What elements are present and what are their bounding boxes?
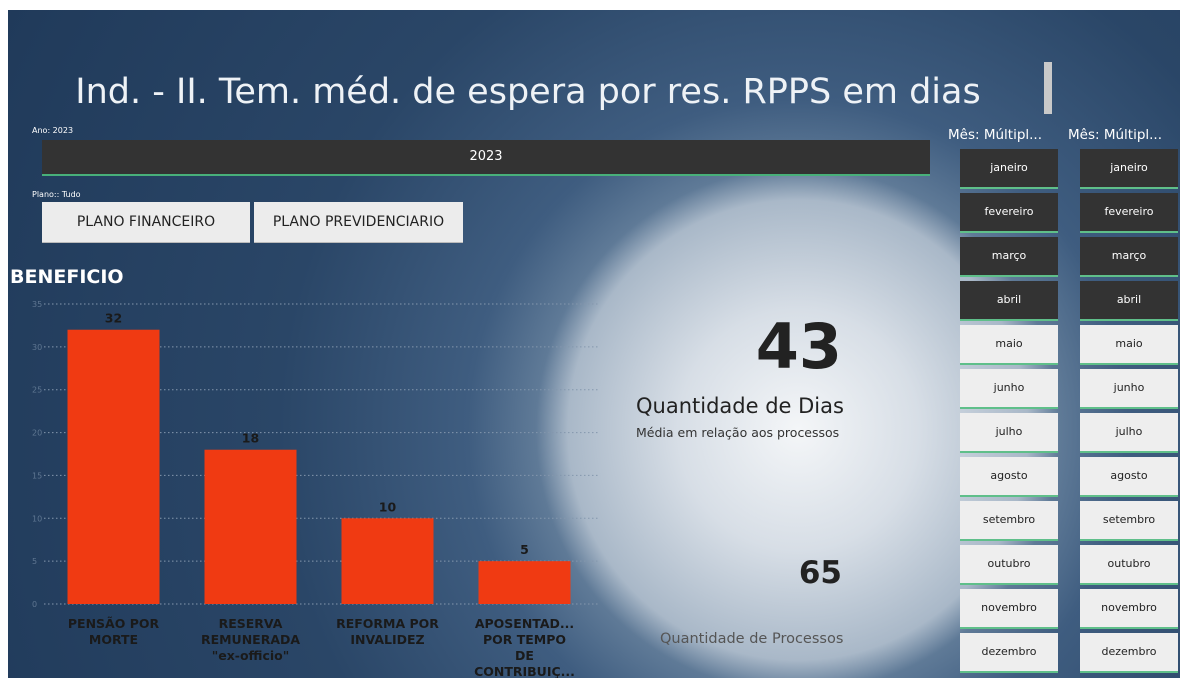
bar (479, 561, 571, 604)
slicer-header: Mês: Múltipl... (1068, 127, 1172, 143)
y-tick-label: 10 (32, 514, 42, 523)
month-option[interactable]: abril (1080, 281, 1178, 321)
card-label: Quantidade de Processos (660, 631, 843, 647)
dashboard: Ind. - II. Tem. méd. de espera por res. … (0, 0, 1192, 678)
y-tick-label: 0 (32, 600, 37, 609)
x-tick-label: APOSENTAD... POR TEMPO DE CONTRIBUIÇ... (473, 616, 577, 678)
month-option[interactable]: março (1080, 237, 1178, 277)
month-option[interactable]: dezembro (960, 633, 1058, 673)
month-option[interactable]: maio (1080, 325, 1178, 365)
month-option[interactable]: novembro (960, 589, 1058, 629)
x-tick-label: RESERVA REMUNERADA "ex-officio" (199, 616, 303, 664)
x-tick-label: REFORMA POR INVALIDEZ (336, 616, 440, 648)
card-value: 43 (640, 310, 842, 383)
month-option[interactable]: julho (960, 413, 1058, 453)
data-label: 5 (520, 542, 529, 557)
card-label: Quantidade de Dias (636, 394, 844, 418)
month-option[interactable]: setembro (960, 501, 1058, 541)
month-option[interactable]: maio (960, 325, 1058, 365)
month-option[interactable]: fevereiro (960, 193, 1058, 233)
month-option[interactable]: dezembro (1080, 633, 1178, 673)
y-tick-label: 35 (32, 300, 42, 309)
data-label: 18 (242, 431, 259, 446)
month-option[interactable]: agosto (960, 457, 1058, 497)
month-option[interactable]: julho (1080, 413, 1178, 453)
y-tick-label: 30 (32, 343, 42, 352)
data-label: 32 (105, 311, 122, 326)
month-option[interactable]: junho (960, 369, 1058, 409)
y-tick-label: 5 (32, 557, 37, 566)
month-option[interactable]: outubro (960, 545, 1058, 585)
bar (342, 518, 434, 604)
bar (68, 330, 160, 604)
y-tick-label: 15 (32, 471, 42, 480)
x-tick-label: PENSÃO POR MORTE (62, 616, 166, 648)
month-option[interactable]: março (960, 237, 1058, 277)
month-option[interactable]: setembro (1080, 501, 1178, 541)
month-option[interactable]: agosto (1080, 457, 1178, 497)
y-tick-label: 25 (32, 386, 42, 395)
month-option[interactable]: novembro (1080, 589, 1178, 629)
month-option[interactable]: junho (1080, 369, 1178, 409)
month-option[interactable]: janeiro (1080, 149, 1178, 189)
month-option[interactable]: abril (960, 281, 1058, 321)
month-option[interactable]: outubro (1080, 545, 1178, 585)
card-value: 65 (700, 555, 842, 591)
month-option[interactable]: janeiro (960, 149, 1058, 189)
month-option[interactable]: fevereiro (1080, 193, 1178, 233)
data-label: 10 (379, 499, 397, 514)
y-tick-label: 20 (32, 429, 42, 438)
slicer-header: Mês: Múltipl... (948, 127, 1060, 143)
bar-chart: 0 5 10 15 20 25 30 35 32 18 10 5 (0, 0, 640, 678)
bar (205, 450, 297, 604)
card-sublabel: Média em relação aos processos (636, 425, 839, 440)
